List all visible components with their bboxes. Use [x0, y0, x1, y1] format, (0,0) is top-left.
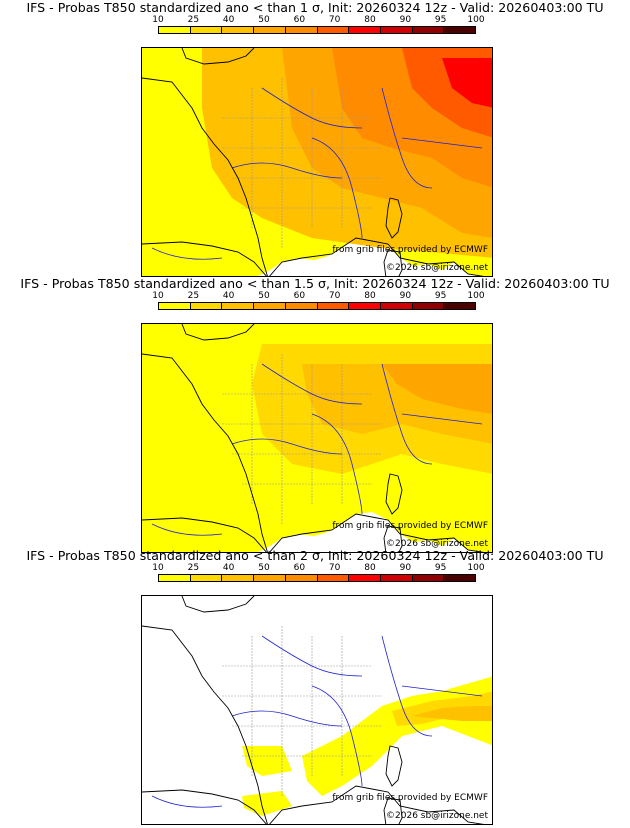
- probability-fill: [142, 48, 492, 276]
- legend-tick-label: 70: [328, 15, 341, 25]
- legend-color-cell: [222, 575, 255, 581]
- coastlines: [142, 48, 484, 276]
- legend-color-cell: [190, 575, 223, 581]
- legend-tick-label: 40: [222, 563, 235, 573]
- legend-tick-label: 95: [434, 15, 447, 25]
- legend-color-cell: [349, 575, 381, 581]
- legend-color-cell: [285, 575, 318, 581]
- probability-map: from grib files provided by ECMWF ©2026 …: [141, 595, 493, 825]
- legend-color-cell: [254, 575, 286, 581]
- map-canvas: [142, 324, 492, 552]
- legend-color-cell: [254, 303, 286, 309]
- map-panel-1sigma: IFS - Probas T850 standardized ano < tha…: [0, 0, 630, 277]
- legend-tick-label: 25: [187, 15, 200, 25]
- legend-color-cell: [444, 303, 476, 309]
- legend-color-cell: [190, 303, 223, 309]
- color-legend: 10 25 40 50 60 70 80 90 95 100: [152, 563, 485, 584]
- source-credit: from grib files provided by ECMWF: [332, 521, 488, 531]
- legend-tick-label: 10: [152, 291, 164, 301]
- copyright-credit: ©2026 sb@irizone.net: [386, 263, 488, 273]
- legend-color-cell: [380, 575, 413, 581]
- region-borders: [222, 354, 382, 524]
- legend-tick-label: 90: [399, 15, 412, 25]
- legend-color-cell: [190, 27, 223, 33]
- probability-fill: [242, 676, 492, 816]
- probability-fill: [142, 324, 492, 552]
- legend-color-cell: [159, 303, 191, 309]
- region-borders: [222, 626, 382, 796]
- legend-tick-label: 100: [467, 563, 485, 573]
- legend-tick-label: 100: [467, 291, 485, 301]
- legend-color-cell: [444, 575, 476, 581]
- legend-color-cell: [285, 303, 318, 309]
- legend-tick-label: 70: [328, 563, 341, 573]
- legend-tick-label: 80: [364, 291, 376, 301]
- panel-title: IFS - Probas T850 standardized ano < tha…: [20, 276, 610, 291]
- map-panel-2sigma: IFS - Probas T850 standardized ano < tha…: [0, 548, 630, 825]
- legend-color-cell: [317, 303, 350, 309]
- legend-ticks: 10 25 40 50 60 70 80 90 95 100: [152, 15, 484, 25]
- legend-tick-label: 10: [152, 15, 164, 25]
- rivers: [151, 363, 483, 536]
- legend-color-cell: [159, 575, 191, 581]
- map-panel-1-5sigma: IFS - Probas T850 standardized ano < tha…: [0, 276, 630, 553]
- legend-tick-label: 25: [187, 291, 200, 301]
- source-credit: from grib files provided by ECMWF: [332, 793, 488, 803]
- probability-map: from grib files provided by ECMWF ©2026 …: [141, 47, 493, 277]
- legend-bar: [158, 26, 476, 34]
- region-borders: [222, 78, 382, 248]
- legend-tick-label: 50: [258, 291, 270, 301]
- legend-color-cell: [412, 303, 445, 309]
- legend-tick-label: 80: [364, 15, 376, 25]
- legend-tick-label: 95: [434, 563, 447, 573]
- copyright-credit: ©2026 sb@irizone.net: [386, 539, 488, 549]
- source-credit: from grib files provided by ECMWF: [332, 245, 488, 255]
- legend-color-cell: [349, 27, 381, 33]
- legend-ticks: 10 25 40 50 60 70 80 90 95 100: [152, 563, 484, 573]
- probability-map: from grib files provided by ECMWF ©2026 …: [141, 323, 493, 553]
- color-legend: 10 25 40 50 60 70 80 90 95 100: [152, 15, 485, 36]
- legend-tick-label: 80: [364, 563, 376, 573]
- legend-ticks: 10 25 40 50 60 70 80 90 95 100: [152, 291, 484, 301]
- copyright-credit: ©2026 sb@irizone.net: [386, 811, 488, 821]
- color-legend: 10 25 40 50 60 70 80 90 95 100: [152, 291, 485, 312]
- legend-tick-label: 60: [293, 15, 306, 25]
- legend-color-cell: [380, 303, 413, 309]
- legend-tick-label: 70: [328, 291, 341, 301]
- legend-bar: [158, 574, 476, 582]
- legend-tick-label: 100: [467, 15, 485, 25]
- map-canvas: [142, 48, 492, 276]
- legend-color-cell: [412, 27, 445, 33]
- legend-tick-label: 25: [187, 563, 200, 573]
- legend-color-cell: [317, 575, 350, 581]
- legend-color-cell: [380, 27, 413, 33]
- legend-tick-label: 90: [399, 563, 412, 573]
- rivers: [151, 635, 483, 808]
- legend-tick-label: 60: [293, 563, 306, 573]
- legend-color-cell: [222, 27, 255, 33]
- legend-color-cell: [412, 575, 445, 581]
- legend-color-cell: [222, 303, 255, 309]
- panel-title: IFS - Probas T850 standardized ano < tha…: [26, 0, 604, 15]
- legend-color-cell: [159, 27, 191, 33]
- legend-tick-label: 60: [293, 291, 306, 301]
- legend-color-cell: [317, 27, 350, 33]
- legend-tick-label: 40: [222, 291, 235, 301]
- legend-tick-label: 50: [258, 563, 270, 573]
- legend-tick-label: 50: [258, 15, 270, 25]
- legend-tick-label: 40: [222, 15, 235, 25]
- legend-color-cell: [444, 27, 476, 33]
- legend-bar: [158, 302, 476, 310]
- legend-color-cell: [254, 27, 286, 33]
- rivers: [151, 87, 483, 260]
- legend-color-cell: [349, 303, 381, 309]
- coastlines: [142, 596, 484, 824]
- map-canvas: [142, 596, 492, 824]
- legend-tick-label: 10: [152, 563, 164, 573]
- legend-tick-label: 90: [399, 291, 412, 301]
- coastlines: [142, 324, 484, 552]
- legend-tick-label: 95: [434, 291, 447, 301]
- panel-title: IFS - Probas T850 standardized ano < tha…: [26, 548, 604, 563]
- legend-color-cell: [285, 27, 318, 33]
